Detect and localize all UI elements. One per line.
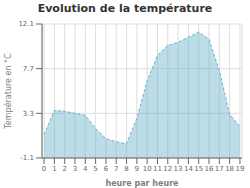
svg-text:14: 14 xyxy=(184,165,193,173)
svg-text:10: 10 xyxy=(143,165,152,173)
svg-text:17: 17 xyxy=(215,165,224,173)
svg-text:11: 11 xyxy=(153,165,162,173)
svg-text:heure par heure: heure par heure xyxy=(105,179,179,188)
svg-text:6: 6 xyxy=(104,165,109,173)
svg-text:16: 16 xyxy=(205,165,214,173)
svg-text:9: 9 xyxy=(135,165,139,173)
svg-text:-1.1: -1.1 xyxy=(20,154,34,162)
svg-text:19: 19 xyxy=(235,165,242,173)
svg-text:4: 4 xyxy=(83,165,88,173)
svg-text:12: 12 xyxy=(163,165,172,173)
svg-text:12.1: 12.1 xyxy=(18,20,34,28)
svg-text:13: 13 xyxy=(174,165,183,173)
svg-text:3: 3 xyxy=(73,165,77,173)
svg-text:2: 2 xyxy=(62,165,66,173)
svg-text:18: 18 xyxy=(225,165,234,173)
svg-text:5: 5 xyxy=(93,165,97,173)
svg-text:3.3: 3.3 xyxy=(23,110,34,118)
svg-text:1: 1 xyxy=(52,165,56,173)
html-text:Evolution de la température: Evolution de la température xyxy=(37,2,213,15)
svg-text:Température en °C: Température en °C xyxy=(8,53,13,130)
svg-text:7.7: 7.7 xyxy=(23,65,34,73)
svg-text:8: 8 xyxy=(124,165,128,173)
svg-text:0: 0 xyxy=(42,165,46,173)
svg-text:15: 15 xyxy=(194,165,203,173)
svg-text:7: 7 xyxy=(114,165,118,173)
